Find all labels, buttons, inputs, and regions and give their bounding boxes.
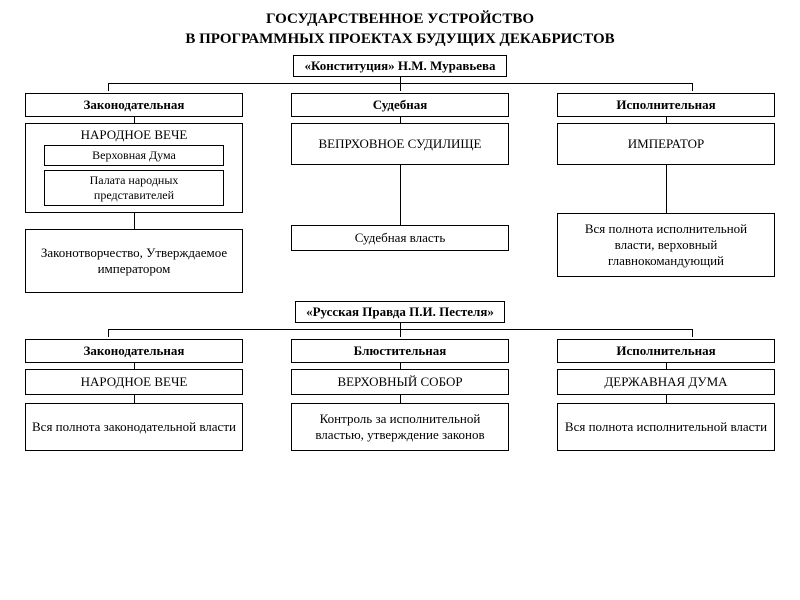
- main-title: ГОСУДАРСТВЕННОЕ УСТРОЙСТВО В ПРОГРАММНЫХ…: [25, 10, 775, 49]
- conn: [666, 395, 667, 403]
- conn: [134, 395, 135, 403]
- s1-col3: Исполнительная ИМПЕРАТОР Вся полнота исп…: [557, 93, 775, 293]
- s2c3-organ: ДЕРЖАВНАЯ ДУМА: [557, 369, 775, 395]
- s1c2-organ: ВЕПРХОВНОЕ СУДИЛИЩЕ: [291, 123, 509, 165]
- s2-col3: Исполнительная ДЕРЖАВНАЯ ДУМА Вся полнот…: [557, 339, 775, 451]
- s1c1-organ: НАРОДНОЕ ВЕЧЕ: [81, 127, 188, 143]
- s2-col2: Блюстительная ВЕРХОВНЫЙ СОБОР Контроль з…: [291, 339, 509, 451]
- title-line1: ГОСУДАРСТВЕННОЕ УСТРОЙСТВО: [25, 10, 775, 30]
- s1c1-inner2: Палата народных представителей: [44, 170, 224, 206]
- s1-col1: Законодательная НАРОДНОЕ ВЕЧЕ Верховная …: [25, 93, 243, 293]
- s2c3-branch: Исполнительная: [557, 339, 775, 363]
- section1-columns: Законодательная НАРОДНОЕ ВЕЧЕ Верховная …: [25, 93, 775, 293]
- s2c2-desc: Контроль за исполнительной властью, утве…: [291, 403, 509, 451]
- s1c3-branch: Исполнительная: [557, 93, 775, 117]
- s2-col1: Законодательная НАРОДНОЕ ВЕЧЕ Вся полнот…: [25, 339, 243, 451]
- s2c1-branch: Законодательная: [25, 339, 243, 363]
- conn: [400, 395, 401, 403]
- s1c1-branch: Законодательная: [25, 93, 243, 117]
- section2-subtitle-wrap: «Русская Правда П.И. Пестеля»: [25, 301, 775, 323]
- title-line2: В ПРОГРАММНЫХ ПРОЕКТАХ БУДУЩИХ ДЕКАБРИСТ…: [25, 30, 775, 50]
- s1c1-inner1: Верховная Дума: [44, 145, 224, 166]
- s1c2-branch: Судебная: [291, 93, 509, 117]
- conn: [400, 165, 401, 225]
- s1-col2: Судебная ВЕПРХОВНОЕ СУДИЛИЩЕ Судебная вл…: [291, 93, 509, 293]
- s2c2-organ: ВЕРХОВНЫЙ СОБОР: [291, 369, 509, 395]
- section1-subtitle: «Конституция» Н.М. Муравьева: [293, 55, 506, 77]
- s2c3-desc: Вся полнота исполнительной власти: [557, 403, 775, 451]
- s2c2-branch: Блюстительная: [291, 339, 509, 363]
- s1c3-organ: ИМПЕРАТОР: [557, 123, 775, 165]
- s2c1-organ: НАРОДНОЕ ВЕЧЕ: [25, 369, 243, 395]
- conn: [134, 213, 135, 229]
- s1c3-desc: Вся полнота исполнительной власти, верхо…: [557, 213, 775, 277]
- s1c2-desc: Судебная власть: [291, 225, 509, 251]
- section1-subtitle-wrap: «Конституция» Н.М. Муравьева: [25, 55, 775, 77]
- section2-subtitle: «Русская Правда П.И. Пестеля»: [295, 301, 505, 323]
- tribracket2: [25, 329, 775, 337]
- conn: [666, 165, 667, 213]
- tribracket1: [25, 83, 775, 91]
- section2-columns: Законодательная НАРОДНОЕ ВЕЧЕ Вся полнот…: [25, 339, 775, 451]
- s1c1-desc: Законотворчество, Утверждаемое император…: [25, 229, 243, 293]
- s1c1-organ-box: НАРОДНОЕ ВЕЧЕ Верховная Дума Палата наро…: [25, 123, 243, 213]
- s2c1-desc: Вся полнота законодательной власти: [25, 403, 243, 451]
